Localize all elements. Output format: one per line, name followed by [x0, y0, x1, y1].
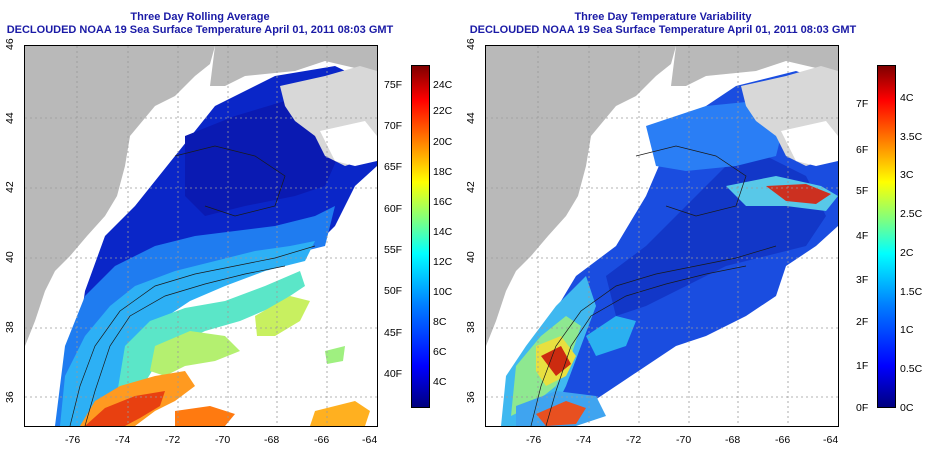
right-colorbar-c-label: 3C: [900, 169, 914, 181]
left-x-tick-label: -76: [65, 434, 81, 446]
left-title-line1: Three Day Rolling Average: [130, 11, 270, 23]
right-bathymetry-contours: [530, 145, 777, 426]
left-colorbar-f-label: 65F: [384, 161, 403, 173]
right-colorbar-c-label: 2.5C: [900, 208, 923, 220]
right-colorbar-f-label: 5F: [856, 185, 869, 197]
left-colorbar-c-label: 10C: [433, 286, 453, 298]
right-y-tick-label: 38: [465, 321, 477, 333]
left-title-line2: DECLOUDED NOAA 19 Sea Surface Temperatur…: [6, 24, 394, 36]
left-colorbar-f-label: 45F: [384, 327, 403, 339]
right-colorbar-c-label: 0.5C: [900, 363, 923, 375]
left-colorbar: [411, 65, 430, 408]
right-variability-map: [485, 45, 839, 427]
right-graticule: [486, 46, 838, 426]
left-colorbar-c-label: 14C: [433, 226, 453, 238]
left-colorbar-f-label: 60F: [384, 203, 403, 215]
left-colorbar-c-label: 24C: [433, 79, 453, 91]
left-colorbar-c-label: 18C: [433, 166, 453, 178]
left-y-tick-label: 44: [4, 112, 16, 124]
left-colorbar-c-label: 20C: [433, 136, 453, 148]
left-colorbar-f-label: 55F: [384, 244, 403, 256]
right-colorbar-f-label: 0F: [856, 402, 869, 414]
left-bathymetry-contours: [69, 145, 316, 426]
right-colorbar-c-label: 0C: [900, 402, 914, 414]
right-title-line2: DECLOUDED NOAA 19 Sea Surface Temperatur…: [469, 24, 857, 36]
left-y-tick-label: 38: [4, 321, 16, 333]
right-x-tick-label: -74: [576, 434, 592, 446]
left-x-tick-label: -72: [165, 434, 181, 446]
left-x-tick-label: -64: [362, 434, 378, 446]
left-colorbar-c-label: 16C: [433, 196, 453, 208]
left-colorbar-f-label: 50F: [384, 285, 403, 297]
left-colorbar-c-label: 4C: [433, 376, 447, 388]
right-x-tick-label: -66: [775, 434, 791, 446]
right-colorbar-c-label: 1.5C: [900, 286, 923, 298]
right-y-tick-label: 44: [465, 112, 477, 124]
left-y-tick-label: 42: [4, 181, 16, 193]
right-y-tick-label: 42: [465, 181, 477, 193]
right-colorbar-c-label: 1C: [900, 324, 914, 336]
right-colorbar-f-label: 2F: [856, 316, 869, 328]
right-colorbar-c-label: 2C: [900, 247, 914, 259]
right-x-tick-label: -68: [725, 434, 741, 446]
left-x-tick-label: -66: [314, 434, 330, 446]
left-y-tick-label: 40: [4, 251, 16, 263]
left-colorbar-c-label: 6C: [433, 346, 447, 358]
right-x-tick-label: -70: [676, 434, 692, 446]
left-graticule: [25, 46, 377, 426]
right-title-line1: Three Day Temperature Variability: [574, 11, 752, 23]
right-colorbar-f-label: 4F: [856, 230, 869, 242]
left-colorbar-f-label: 70F: [384, 120, 403, 132]
right-colorbar-f-label: 7F: [856, 98, 869, 110]
right-colorbar-f-label: 6F: [856, 144, 869, 156]
right-map-graphic: [486, 46, 838, 426]
right-colorbar-c-label: 4C: [900, 92, 914, 104]
left-x-tick-label: -68: [264, 434, 280, 446]
right-y-tick-label: 40: [465, 251, 477, 263]
right-colorbar: [877, 65, 896, 408]
right-x-tick-label: -76: [526, 434, 542, 446]
right-x-tick-label: -64: [823, 434, 839, 446]
left-colorbar-c-label: 12C: [433, 256, 453, 268]
left-colorbar-c-label: 22C: [433, 105, 453, 117]
right-x-tick-label: -72: [626, 434, 642, 446]
right-y-tick-label: 46: [465, 38, 477, 50]
left-sst-map: [24, 45, 378, 427]
right-colorbar-f-label: 1F: [856, 360, 869, 372]
left-colorbar-f-label: 75F: [384, 79, 403, 91]
left-map-graphic: [25, 46, 377, 426]
left-x-tick-label: -70: [215, 434, 231, 446]
left-colorbar-f-label: 40F: [384, 368, 403, 380]
left-colorbar-c-label: 8C: [433, 316, 447, 328]
right-colorbar-c-label: 3.5C: [900, 131, 923, 143]
left-x-tick-label: -74: [115, 434, 131, 446]
left-y-tick-label: 36: [4, 391, 16, 403]
right-y-tick-label: 36: [465, 391, 477, 403]
left-y-tick-label: 46: [4, 38, 16, 50]
right-colorbar-f-label: 3F: [856, 274, 869, 286]
